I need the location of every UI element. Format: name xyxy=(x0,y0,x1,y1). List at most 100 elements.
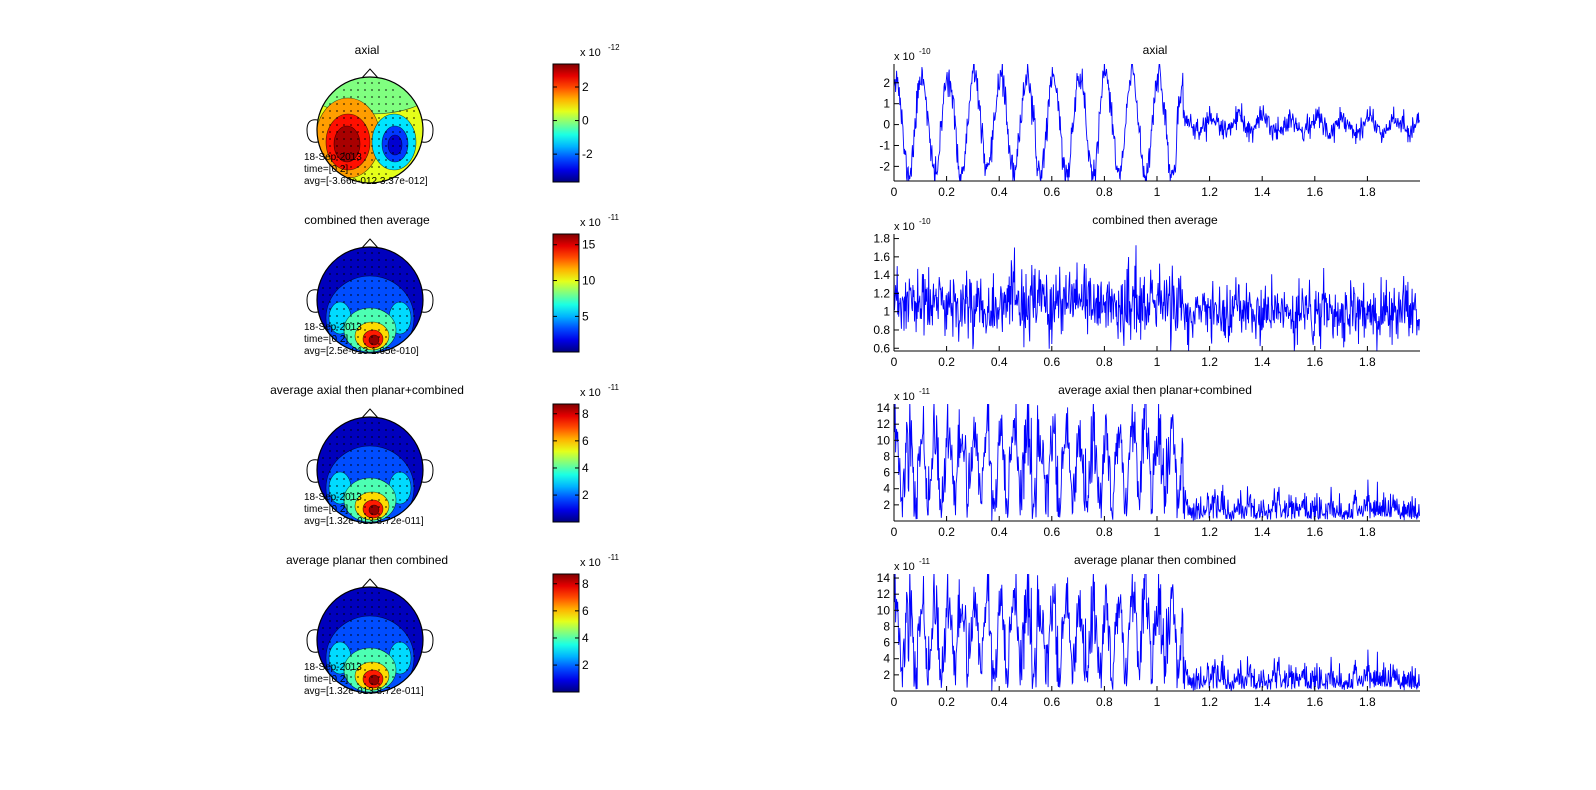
sensor-dot xyxy=(378,287,380,289)
sensor-dot xyxy=(336,124,338,126)
sensor-dot xyxy=(413,655,415,657)
sensor-dot xyxy=(364,457,366,459)
sensor-dot xyxy=(364,166,366,168)
topoplot-title: axial xyxy=(355,43,380,57)
sensor-dot xyxy=(413,301,415,303)
sensor-dot xyxy=(399,294,401,296)
sensor-dot xyxy=(385,315,387,317)
chart-title: average axial then planar+combined xyxy=(1058,383,1252,397)
sensor-dot xyxy=(350,280,352,282)
sensor-dot xyxy=(357,485,359,487)
sensor-dot xyxy=(378,457,380,459)
sensor-dot xyxy=(343,471,345,473)
sensor-dot xyxy=(385,450,387,452)
sensor-dot xyxy=(385,145,387,147)
sensor-dot xyxy=(371,259,373,261)
sensor-dot xyxy=(343,329,345,331)
sensor-dot xyxy=(392,287,394,289)
colorbar-exponent-base: x 10 xyxy=(580,217,601,229)
chart-title: combined then average xyxy=(1092,213,1218,227)
sensor-dot xyxy=(322,648,324,650)
sensor-dot xyxy=(392,117,394,119)
x-tick-label: 0.4 xyxy=(991,185,1008,199)
sensor-dot xyxy=(392,450,394,452)
sensor-dot xyxy=(322,627,324,629)
sensor-dot xyxy=(343,315,345,317)
sensor-dot xyxy=(392,499,394,501)
sensor-dot xyxy=(371,301,373,303)
sensor-dot xyxy=(350,641,352,643)
sensor-dot xyxy=(406,110,408,112)
colorbar-scale xyxy=(552,573,580,693)
chart-exponent: -10 xyxy=(919,47,931,56)
sensor-dot xyxy=(322,294,324,296)
sensor-dot xyxy=(392,429,394,431)
sensor-dot xyxy=(406,634,408,636)
sensor-dot xyxy=(371,110,373,112)
sensor-dot xyxy=(357,606,359,608)
sensor-dot xyxy=(399,478,401,480)
y-tick-label: -2 xyxy=(879,159,890,173)
sensor-dot xyxy=(385,259,387,261)
y-tick-label: 10 xyxy=(877,603,891,617)
y-tick-label: 1.8 xyxy=(873,232,890,246)
x-tick-label: 0.8 xyxy=(1096,355,1113,369)
sensor-dot xyxy=(413,308,415,310)
sensor-dot xyxy=(399,287,401,289)
sensor-dot xyxy=(378,606,380,608)
sensor-dot xyxy=(364,669,366,671)
sensor-dot xyxy=(399,662,401,664)
sensor-dot xyxy=(364,336,366,338)
sensor-dot xyxy=(392,464,394,466)
sensor-dot xyxy=(357,422,359,424)
sensor-dot xyxy=(322,641,324,643)
sensor-dot xyxy=(378,683,380,685)
sensor-dot xyxy=(329,464,331,466)
sensor-dot xyxy=(392,457,394,459)
colorbar-tick-label: 6 xyxy=(582,604,589,618)
sensor-dot xyxy=(385,138,387,140)
sensor-dot xyxy=(406,613,408,615)
sensor-dot xyxy=(322,138,324,140)
sensor-dot xyxy=(385,606,387,608)
sensor-dot xyxy=(371,280,373,282)
sensor-dot xyxy=(350,655,352,657)
series-line xyxy=(894,245,1420,351)
sensor-dot xyxy=(364,506,366,508)
sensor-dot xyxy=(378,124,380,126)
head-right-ear xyxy=(421,119,434,143)
sensor-dot xyxy=(322,478,324,480)
sensor-dot xyxy=(350,166,352,168)
sensor-dot xyxy=(364,266,366,268)
sensor-dot xyxy=(322,117,324,119)
sensor-dot xyxy=(399,669,401,671)
head-right-ear xyxy=(421,629,434,653)
sensor-dot xyxy=(399,308,401,310)
sensor-dot xyxy=(371,294,373,296)
sensor-dot xyxy=(357,280,359,282)
sensor-dot xyxy=(336,266,338,268)
sensor-dot xyxy=(329,110,331,112)
sensor-dot xyxy=(364,592,366,594)
sensor-dot xyxy=(392,96,394,98)
sensor-dot xyxy=(413,131,415,133)
topoplot-info-line: 18-Sep-2013 xyxy=(304,322,362,333)
sensor-dot xyxy=(406,124,408,126)
colorbar-tick-label: 0 xyxy=(582,114,589,128)
sensor-dot xyxy=(350,301,352,303)
sensor-dot xyxy=(385,669,387,671)
sensor-dot xyxy=(385,301,387,303)
sensor-dot xyxy=(371,613,373,615)
x-tick-label: 1 xyxy=(1154,695,1161,709)
colorbar-tick-label: -2 xyxy=(582,147,593,161)
sensor-dot xyxy=(413,627,415,629)
sensor-dot xyxy=(392,273,394,275)
sensor-dot xyxy=(399,613,401,615)
sensor-dot xyxy=(329,308,331,310)
sensor-dot xyxy=(406,280,408,282)
sensor-dot xyxy=(329,301,331,303)
topoplot-info-line: avg=[2.5e-013 1.65e-010] xyxy=(304,346,419,357)
sensor-dot xyxy=(364,599,366,601)
sensor-dot xyxy=(350,478,352,480)
